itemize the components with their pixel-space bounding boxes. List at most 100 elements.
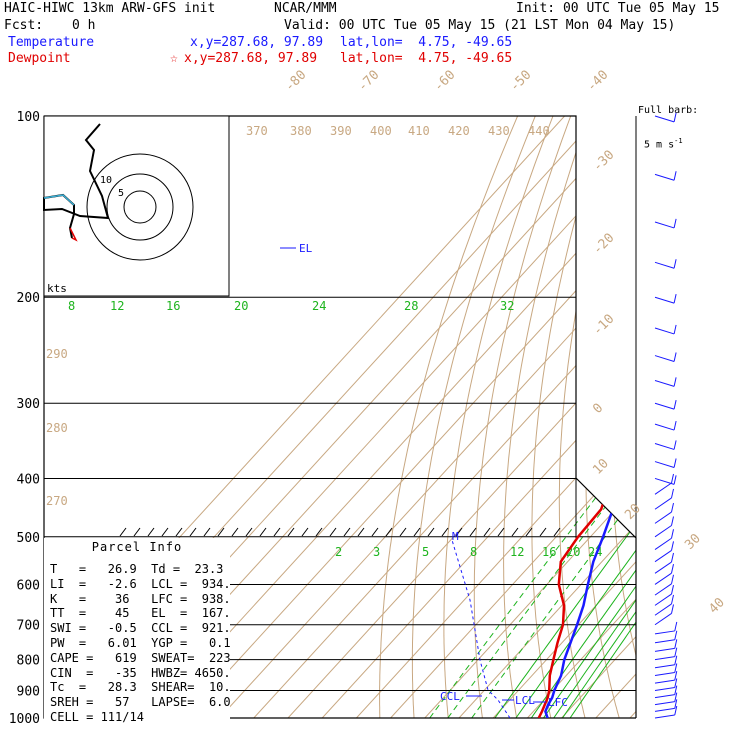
pressure-label: 1000	[9, 712, 40, 727]
hodograph-ring	[106, 173, 174, 241]
parcel-info-row: T = 26.9 Td = 23.3	[50, 562, 224, 576]
theta-label: 440	[528, 124, 550, 138]
wind-barb	[654, 511, 672, 524]
wind-barb-flag	[671, 594, 674, 605]
plot-frame	[43, 115, 637, 719]
hatch-mark	[133, 527, 141, 537]
barb-legend-units: 5 m s	[644, 139, 675, 151]
annotations: EL M CCL LCL LFC	[280, 242, 568, 709]
mixing-ratio-label: 20	[234, 299, 248, 313]
barb-legend: Full barb: 5 m s-1	[638, 86, 698, 170]
wind-barb	[654, 402, 675, 410]
parcel-info-row: K = 36 LFC = 938.	[50, 591, 231, 606]
valid-time: Valid: 00 UTC Tue 05 May 15 (21 LST Mon …	[284, 18, 676, 33]
mixing-ratio-line	[494, 296, 636, 718]
mixing-ratio-label: 24	[312, 299, 326, 313]
hatch-mark	[497, 527, 505, 537]
hodograph-ring	[123, 190, 157, 224]
isotherm-label: -20	[590, 231, 617, 258]
wind-barb-flag	[674, 647, 678, 657]
wind-barb-flag	[671, 473, 674, 484]
isotherm-line	[150, 116, 636, 718]
isotherm-line	[527, 116, 636, 718]
parcel-info-row: SWI = -0.5 CCL = 921.	[50, 621, 231, 636]
wind-barb	[654, 173, 675, 181]
wind-barb-flag	[671, 488, 674, 499]
pressure-label: 900	[17, 684, 40, 699]
hodograph: 5 10 kts	[43, 115, 230, 297]
parcel-info-row: SREH = 57 LAPSE= 6.0	[50, 695, 231, 710]
wind-barb-flag	[671, 516, 674, 526]
wind-barb	[654, 701, 675, 706]
dry-adiabat-line	[585, 116, 636, 718]
wind-barb-flag	[674, 621, 678, 632]
pressure-label: 800	[17, 654, 40, 669]
hodograph-lower-segment	[69, 227, 78, 242]
parcel-info-row: CAPE = 619 SWEAT= 223	[50, 650, 231, 665]
hatch-mark	[357, 527, 365, 537]
hatch-mark	[385, 527, 393, 537]
wind-barb	[654, 355, 675, 362]
temperature-legend: Temperature	[8, 35, 95, 50]
hatch-mark	[441, 527, 449, 537]
hatch-mark	[287, 527, 295, 537]
temperature-xy: x,y=287.68, 97.89	[190, 35, 324, 50]
hatch-mark	[175, 527, 183, 537]
dry-adiabat-line	[379, 116, 519, 718]
wind-barb	[654, 115, 675, 123]
wind-barb-flag	[674, 663, 678, 673]
ccl-label: CCL	[440, 690, 460, 703]
hatch-mark	[259, 527, 267, 537]
wind-barb	[654, 477, 675, 485]
mixing-ratio-line	[543, 296, 636, 718]
wind-barb	[654, 221, 675, 229]
theta-label: 390	[330, 124, 352, 138]
parcel-info-row: LI = -2.6 LCL = 934.	[50, 576, 231, 591]
dewpoint-latlon: lat,lon= 4.75, -49.65	[340, 51, 513, 66]
lfc-label: LFC	[548, 696, 568, 709]
theta-label: 380	[290, 124, 312, 138]
dry-adiabat-line	[684, 116, 740, 718]
mixing-ratio-label: 8	[68, 299, 75, 313]
theta-label: 280	[46, 421, 68, 435]
isotherm-line	[424, 116, 636, 718]
theta-label: 400	[370, 124, 392, 138]
hodograph-ring-label: 5	[118, 188, 124, 199]
hatch-mark	[371, 527, 379, 537]
wind-barb	[654, 630, 675, 635]
dry-adiabat-line	[730, 116, 740, 718]
pressure-label: 100	[17, 110, 40, 125]
hatch-mark	[161, 527, 169, 537]
mixing-ratio-line	[447, 296, 636, 718]
dry-adiabat-line	[531, 116, 607, 718]
wind-barb-flag	[671, 584, 674, 595]
wind-barb	[654, 707, 675, 712]
hatch-mark	[301, 527, 309, 537]
wind-barb-flag	[674, 639, 678, 649]
parcel-info-row: Tc = 28.3 SHEAR= 10.	[50, 680, 231, 695]
hodograph-trace	[43, 123, 110, 239]
wind-barb	[654, 572, 672, 585]
parcel-info-box	[44, 538, 230, 726]
wind-barb	[654, 672, 675, 677]
pressure-label: 400	[17, 472, 40, 487]
temperature-latlon: lat,lon= 4.75, -49.65	[340, 35, 513, 50]
wind-barb-flag	[671, 529, 674, 539]
mixing-ratio-label: 2	[335, 545, 342, 559]
parcel-info-title: Parcel Info	[91, 540, 183, 554]
barb-legend-title: Full barb:	[638, 105, 699, 116]
hatch-mark	[525, 527, 533, 537]
isotherm-line	[458, 116, 636, 718]
wind-barb-flag	[671, 564, 674, 574]
hatch-mark	[273, 527, 281, 537]
hatch-mark	[119, 527, 127, 537]
wind-barb-flag	[671, 604, 674, 614]
dry-adiabat-line	[443, 116, 554, 718]
theta-label: 430	[488, 124, 510, 138]
dry-adiabat-line	[558, 116, 625, 718]
parcel-info-row: PW = 6.01 YGP = 0.1	[50, 636, 231, 650]
hatch-mark	[427, 527, 435, 537]
wind-barb-flag	[673, 377, 677, 387]
wind-barb-flag	[673, 324, 677, 335]
